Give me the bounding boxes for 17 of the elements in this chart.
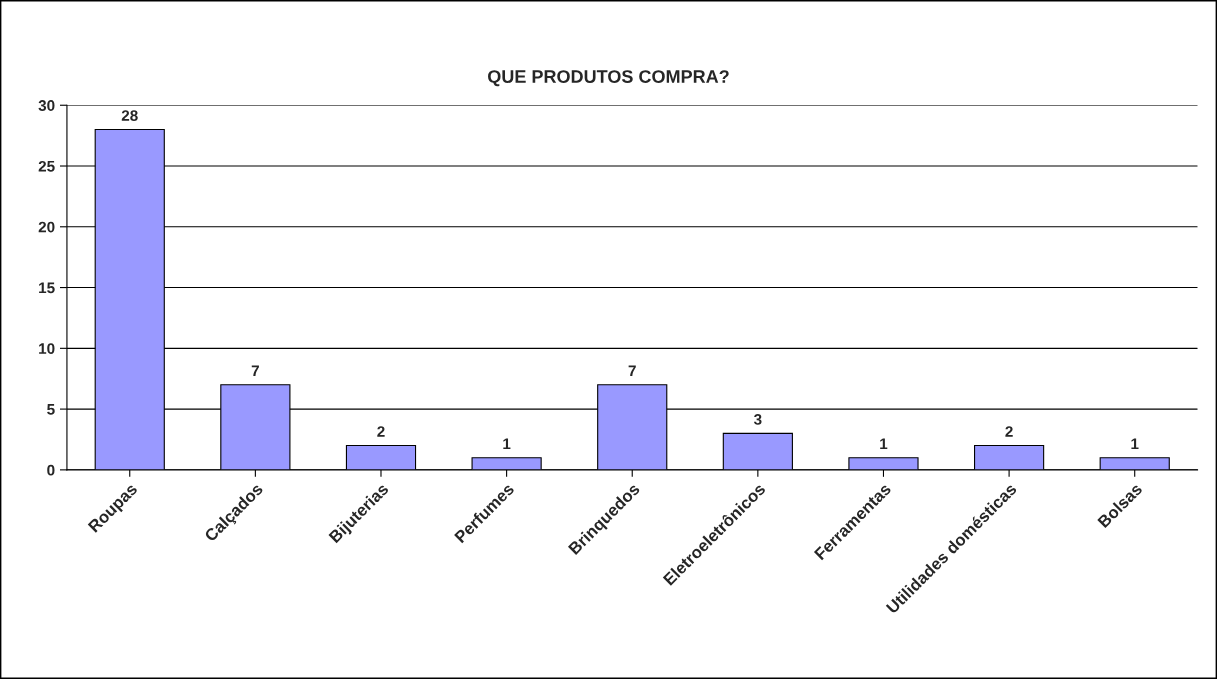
data-label: 7 [251,365,259,377]
data-label: 1 [1131,438,1139,449]
data-label: 1 [880,438,888,449]
y-tick-label: 0 [47,464,55,476]
y-tick-label: 20 [38,221,55,233]
y-tick-label: 25 [38,160,55,172]
data-label: 3 [753,414,762,425]
y-tick-label: 10 [39,343,55,355]
data-label: 2 [1005,426,1013,437]
data-label: 7 [628,365,636,377]
data-label: 2 [377,426,385,437]
chart-title: QUE PRODUTOS COMPRA? [488,70,729,87]
y-tick-label: 15 [39,282,55,294]
y-tick-label: 5 [47,404,55,415]
data-label: 1 [503,438,511,449]
y-tick-label: 30 [38,100,55,111]
data-label: 28 [121,110,138,121]
